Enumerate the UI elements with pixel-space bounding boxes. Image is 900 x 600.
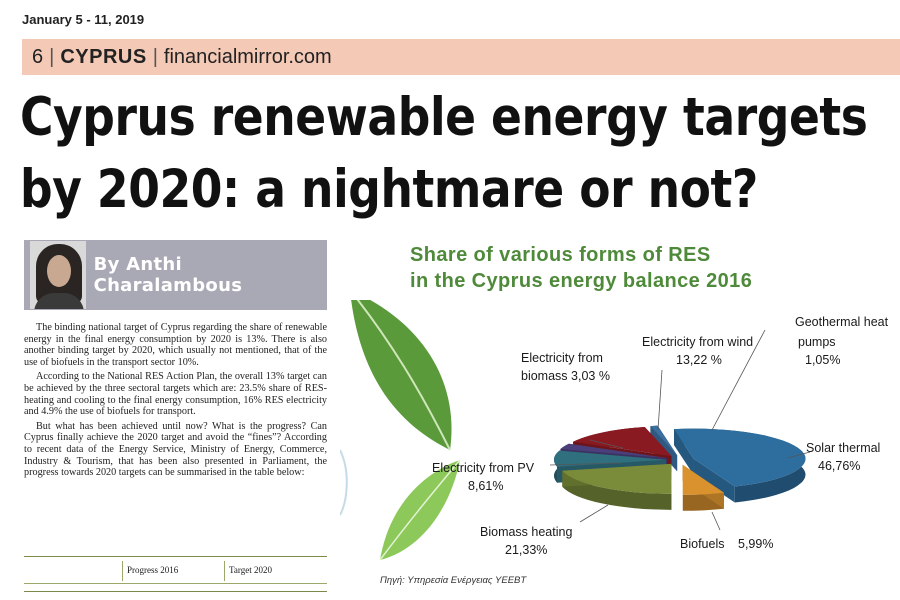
chart-title-line-2: in the Cyprus energy balance 2016 — [410, 270, 753, 292]
pie-slice — [562, 463, 672, 510]
pie-slice-top — [682, 464, 724, 495]
headline-line-1: Cyprus renewable energy targets — [20, 87, 868, 148]
value-geothermal: 1,05% — [805, 353, 840, 367]
author-photo — [30, 241, 86, 309]
pie-slice-top — [573, 426, 672, 457]
value-biomass-heating: 21,33% — [505, 543, 547, 557]
progress-table: Progress 2016 Target 2020 — [24, 556, 327, 592]
value-electricity-pv: 8,61% — [468, 479, 503, 493]
label-electricity-pv: Electricity from PV — [432, 461, 535, 475]
issue-date: January 5 - 11, 2019 — [22, 12, 145, 27]
author-name: By Anthi Charalambous — [93, 254, 243, 296]
label-geothermal-pumps: pumps — [798, 335, 836, 349]
section-header-bar: 6 | CYPRUS | financialmirror.com — [22, 39, 900, 75]
chart-title: Share of various forms of RES in the Cyp… — [410, 242, 752, 294]
value-electricity-biomass: biomass 3,03 % — [521, 369, 610, 383]
leaf-illustration — [340, 300, 461, 561]
label-electricity-biomass: Electricity from — [521, 351, 603, 365]
headline-line-2: by 2020: a nightmare or not? — [20, 159, 758, 220]
chart-source: Πηγή: Υπηρεσία Ενέργειας ΥΕΕΒΤ — [380, 575, 527, 586]
res-pie-chart: Electricity from biomass 3,03 % Electric… — [340, 300, 889, 586]
pie-slice-side — [562, 470, 672, 510]
pie-slice-top — [674, 428, 806, 487]
article-paragraph: According to the National RES Action Pla… — [24, 371, 327, 418]
pie-slice-top — [562, 463, 672, 494]
table-header-progress: Progress 2016 — [122, 561, 217, 581]
value-electricity-wind: 13,22 % — [676, 353, 722, 367]
pie-slice — [674, 428, 806, 503]
byline-box: By Anthi Charalambous — [24, 240, 327, 310]
page-number: 6 — [32, 45, 44, 68]
pie-slice-top — [560, 443, 668, 459]
pie-slice-top — [650, 425, 678, 456]
separator: | — [152, 45, 158, 68]
chart-title-line-1: Share of various forms of RES — [410, 244, 711, 266]
pie-slice-top — [554, 450, 667, 467]
leader-lines — [549, 329, 811, 531]
article-paragraph: But what has been achieved until now? Wh… — [24, 420, 327, 479]
label-geothermal: Geothermal heat — [795, 315, 889, 329]
section-name: CYPRUS — [60, 45, 147, 68]
label-electricity-wind: Electricity from wind — [642, 335, 753, 349]
pie-slice-wall — [674, 429, 694, 475]
pie-slice-wall — [693, 458, 735, 503]
label-biofuels: Biofuels — [680, 537, 724, 551]
article-paragraph: The binding national target of Cyprus re… — [24, 322, 327, 368]
slice-labels: Electricity from biomass 3,03 % Electric… — [380, 315, 889, 586]
table-header-target: Target 2020 — [224, 561, 319, 581]
headline: Cyprus renewable energy targets by 2020:… — [20, 82, 868, 226]
value-biofuels: 5,99% — [738, 537, 773, 551]
value-solar-thermal: 46,76% — [818, 459, 860, 473]
label-solar-thermal: Solar thermal — [806, 441, 880, 455]
separator: | — [49, 45, 55, 68]
pie-slice — [682, 464, 724, 511]
article-body: The binding national target of Cyprus re… — [24, 322, 327, 482]
site-name[interactable]: financialmirror.com — [163, 45, 332, 68]
pie-slices — [554, 425, 806, 511]
label-biomass-heating: Biomass heating — [480, 525, 572, 539]
